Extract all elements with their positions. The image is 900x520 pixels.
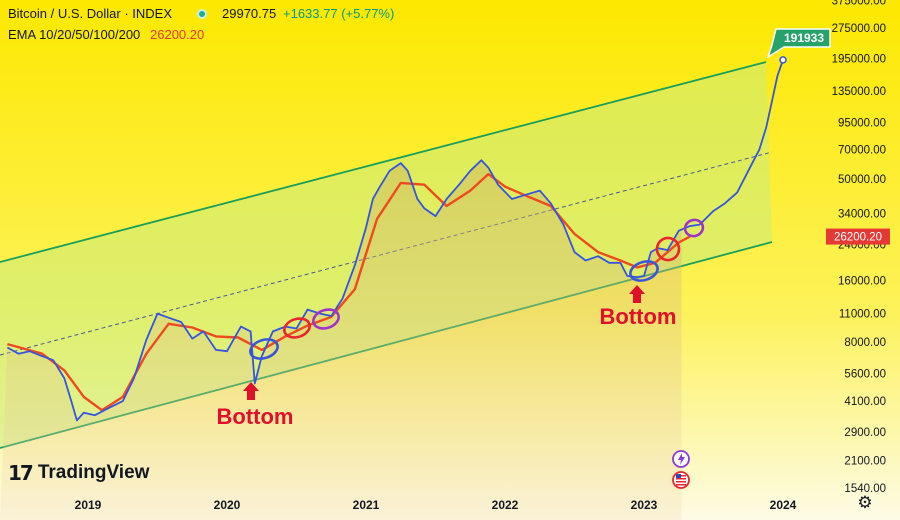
tradingview-logo-mark: 17 (8, 461, 34, 485)
y-tick-label: 5600.00 (844, 368, 886, 380)
x-tick-label: 2023 (631, 498, 658, 512)
y-tick-label: 16000.00 (838, 275, 886, 287)
price-badge-label: 191933 (784, 31, 824, 45)
x-tick-label: 2020 (214, 498, 241, 512)
bottom-arrow-icon (629, 285, 645, 303)
y-tick-label: 2900.00 (844, 427, 886, 439)
market-status-icon (197, 9, 207, 19)
last-price: 29970.75 (222, 6, 277, 21)
y-tick-label: 8000.00 (844, 337, 886, 349)
bottom-annotation-label: Bottom (217, 404, 294, 429)
x-tick-label: 2021 (353, 498, 380, 512)
x-tick-label: 2019 (75, 498, 102, 512)
y-tick-label: 11000.00 (839, 309, 886, 321)
y-tick-label: 135000.00 (832, 86, 886, 98)
y-tick-label: 275000.00 (832, 23, 886, 35)
marker-circle-red-2023[interactable] (654, 235, 682, 263)
marker-ellipse-red-2020[interactable] (282, 315, 312, 340)
lightning-icon[interactable] (672, 450, 690, 468)
marker-ellipse-purple-2020[interactable] (311, 306, 341, 331)
marker-ellipse-blue-2020[interactable] (248, 336, 280, 362)
gear-icon[interactable]: ⚙ (857, 493, 873, 513)
price-endpoint-dot (779, 56, 787, 64)
y-tick-label: 195000.00 (832, 53, 886, 65)
bottom-annotation-label: Bottom (600, 304, 677, 329)
ema-axis-badge-label: 26200.20 (834, 232, 882, 244)
y-tick-label: 4100.00 (844, 396, 886, 408)
ema-indicator-value: 26200.20 (150, 27, 205, 42)
ema-line[interactable] (7, 172, 691, 412)
symbol-title[interactable]: Bitcoin / U.S. Dollar · INDEX (8, 6, 172, 21)
y-tick-label: 1540.00 (844, 483, 886, 495)
price-badge: 191933 (766, 28, 831, 59)
y-tick-label: 70000.00 (838, 144, 886, 156)
tradingview-logo-text: TradingView (37, 462, 150, 483)
marker-ellipse-blue-2023[interactable] (628, 258, 660, 284)
price-line[interactable] (6, 59, 784, 422)
x-tick-label: 2024 (770, 498, 797, 512)
us-flag-icon[interactable] (672, 471, 690, 489)
x-tick-label: 2022 (492, 498, 519, 512)
y-tick-label: 2100.00 (844, 455, 886, 467)
ema-axis-badge (826, 228, 890, 245)
price-change: +1633.77 (+5.77%) (283, 6, 395, 21)
y-tick-label: 375000.00 (832, 0, 886, 7)
tradingview-logo[interactable]: 17 TradingView (8, 461, 149, 485)
bottom-arrow-icon (243, 382, 259, 400)
ema-indicator-label[interactable]: EMA 10/20/50/100/200 (8, 27, 141, 42)
y-tick-label: 95000.00 (838, 117, 886, 129)
y-tick-label: 34000.00 (838, 208, 886, 220)
marker-circle-purple-2023[interactable] (683, 218, 705, 239)
y-tick-label: 50000.00 (838, 174, 886, 186)
price-area-fill (0, 160, 682, 520)
channel-upper-line[interactable] (0, 61, 767, 263)
